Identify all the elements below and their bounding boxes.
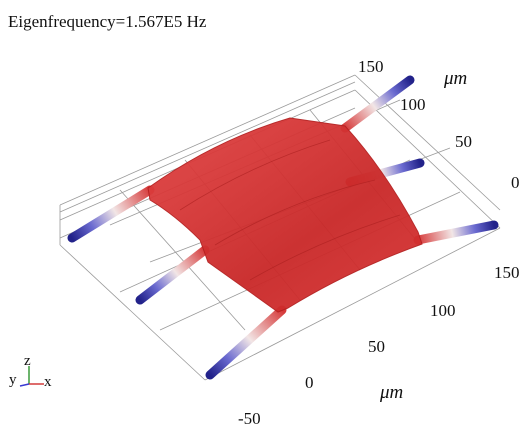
- tick-label: 50: [368, 337, 385, 356]
- tick-label: -50: [238, 409, 261, 428]
- tick-label: 50: [455, 132, 472, 151]
- triad-label: z: [24, 353, 31, 369]
- axis-triad: y z x: [9, 353, 52, 390]
- beam: [140, 250, 205, 300]
- axis-unit: μm: [379, 382, 403, 403]
- triad-label: y: [9, 372, 17, 388]
- tick-label: 100: [430, 301, 456, 320]
- triad-axis: [20, 384, 29, 386]
- axis-unit: μm: [443, 68, 467, 89]
- membrane: [148, 118, 422, 312]
- plot-view: Eigenfrequency=1.567E5 Hz 150 100 50 0 μ…: [0, 0, 521, 432]
- tick-label: 0: [511, 173, 520, 192]
- title: Eigenfrequency=1.567E5 Hz: [8, 12, 207, 31]
- tick-label: 0: [305, 373, 314, 392]
- beam: [210, 310, 282, 375]
- tick-label: 150: [358, 57, 384, 76]
- beam: [418, 225, 494, 240]
- tick-label: 100: [400, 95, 426, 114]
- triad-label: x: [44, 374, 52, 390]
- tick-label: 150: [494, 263, 520, 282]
